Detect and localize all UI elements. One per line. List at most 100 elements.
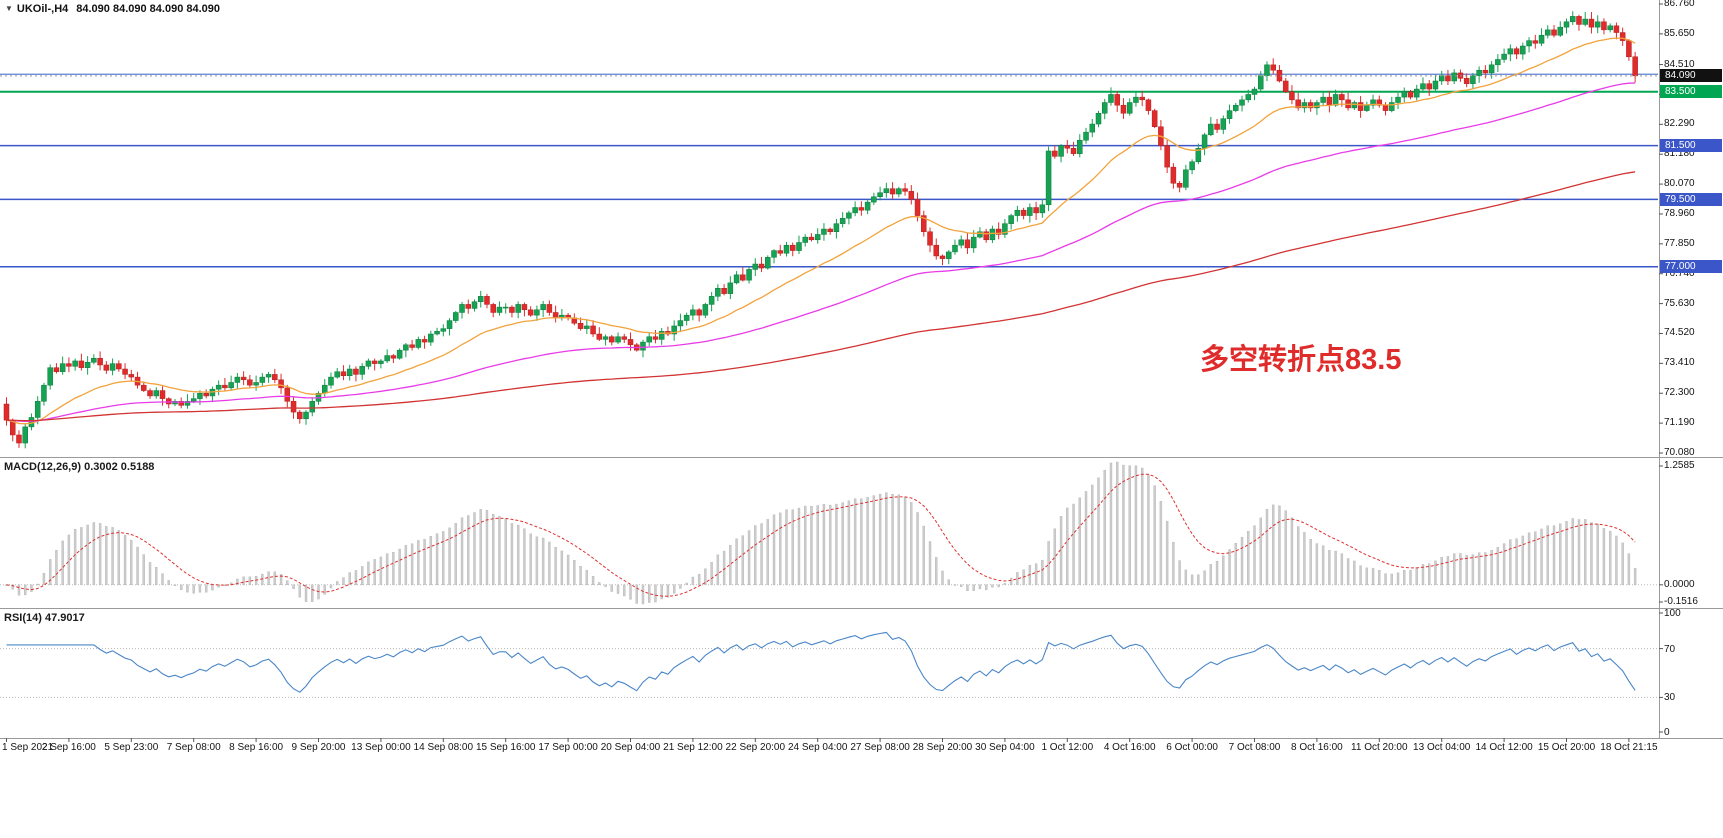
- time-axis-label: 8 Oct 16:00: [1291, 742, 1343, 753]
- candle-body: [440, 328, 447, 332]
- candle-body: [727, 282, 734, 294]
- candle-body: [459, 304, 465, 313]
- macd-bar: [1340, 553, 1344, 586]
- macd-bar: [1165, 520, 1169, 586]
- candle-body: [1083, 131, 1089, 141]
- time-axis-label: 14 Oct 12:00: [1475, 742, 1533, 753]
- candle-body: [1389, 102, 1395, 111]
- candle-body: [109, 363, 116, 371]
- macd-bar: [816, 505, 819, 586]
- candle-body: [783, 244, 790, 254]
- candle-body: [1139, 96, 1145, 101]
- macd-bar: [822, 504, 826, 586]
- candle-body: [1482, 69, 1489, 74]
- candle-body: [746, 269, 752, 281]
- macd-bar: [55, 550, 58, 586]
- time-axis-label: 17 Sep 00:00: [538, 742, 598, 753]
- candle-body: [502, 306, 509, 309]
- macd-bar: [716, 554, 720, 586]
- candle-body: [945, 251, 952, 259]
- macd-bar: [1296, 526, 1300, 586]
- macd-bar: [1240, 536, 1244, 586]
- macd-bar: [36, 583, 39, 586]
- candle-body: [365, 360, 372, 367]
- candle-body: [1289, 91, 1295, 101]
- candle-body: [415, 339, 422, 348]
- macd-bar: [1484, 552, 1487, 586]
- candle-body: [1101, 102, 1108, 114]
- candle-body: [833, 223, 840, 232]
- candle-body: [490, 304, 496, 313]
- symbol-dropdown-icon[interactable]: ▼: [5, 4, 13, 13]
- candle-body: [97, 357, 103, 366]
- chart-text-annotation: 多空转折点83.5: [1200, 344, 1402, 376]
- macd-bar: [960, 584, 963, 587]
- candle-body: [190, 398, 197, 402]
- candle-body: [609, 336, 615, 343]
- candle-body: [864, 201, 871, 211]
- macd-bar: [24, 584, 27, 596]
- macd-bar: [1140, 467, 1144, 586]
- macd-bar: [566, 554, 570, 586]
- candle-body: [1538, 34, 1545, 44]
- macd-bar: [1552, 525, 1556, 586]
- candle-body: [1214, 123, 1220, 130]
- candle-body: [1058, 145, 1064, 157]
- candle-body: [939, 255, 946, 259]
- candle-body: [1320, 96, 1326, 103]
- macd-bar: [953, 584, 957, 586]
- candle-body: [1145, 99, 1152, 111]
- macd-bar: [1502, 543, 1506, 586]
- macd-bar: [354, 570, 358, 586]
- candle-body: [839, 218, 846, 224]
- macd-bar: [385, 553, 389, 586]
- macd-bar: [866, 497, 869, 586]
- macd-bar: [1608, 530, 1612, 586]
- candle-body: [683, 314, 690, 321]
- time-axis-label: 15 Sep 16:00: [475, 742, 536, 753]
- candle-body: [1226, 110, 1233, 119]
- macd-bar: [1315, 543, 1319, 586]
- candle-body: [1451, 72, 1457, 82]
- candle-body: [602, 336, 609, 340]
- macd-bar: [323, 584, 326, 595]
- price-axis-label: 76.740: [1664, 267, 1695, 279]
- macd-bar: [1428, 563, 1431, 586]
- macd-bar: [192, 584, 195, 594]
- macd-bar: [492, 513, 495, 586]
- macd-bar: [1434, 560, 1437, 586]
- candle-body: [1251, 88, 1258, 95]
- macd-bar: [1465, 555, 1468, 586]
- macd-bar: [467, 515, 470, 586]
- macd-bar: [1321, 545, 1325, 586]
- candle-body: [328, 376, 334, 386]
- macd-bar: [972, 584, 975, 591]
- macd-bar: [1103, 469, 1106, 586]
- macd-bar: [754, 525, 757, 586]
- candle-body: [1008, 215, 1014, 224]
- candle-body: [471, 301, 478, 309]
- candle-body: [702, 304, 709, 316]
- ma-line-200: [6, 171, 1636, 422]
- macd-bar: [916, 512, 919, 586]
- macd-bar: [835, 503, 838, 586]
- candle-body: [777, 250, 784, 254]
- macd-bar: [523, 528, 526, 586]
- macd-bar: [1072, 503, 1075, 586]
- macd-bar: [298, 584, 301, 598]
- candle-body: [1052, 150, 1058, 157]
- candle-body: [16, 434, 22, 444]
- macd-bar: [86, 524, 89, 586]
- candle-body: [1164, 145, 1170, 168]
- macd-bar: [885, 492, 888, 586]
- macd-bar: [1184, 569, 1188, 586]
- macd-bar: [479, 509, 482, 586]
- ma-line-21: [6, 37, 1636, 425]
- price-axis-label: 78.960: [1664, 207, 1695, 219]
- candle-body: [1151, 110, 1158, 127]
- macd-bar: [1265, 508, 1269, 586]
- candle-body: [989, 228, 996, 241]
- macd-bar: [598, 582, 601, 586]
- candle-body: [1594, 21, 1601, 28]
- candle-body: [1027, 207, 1033, 216]
